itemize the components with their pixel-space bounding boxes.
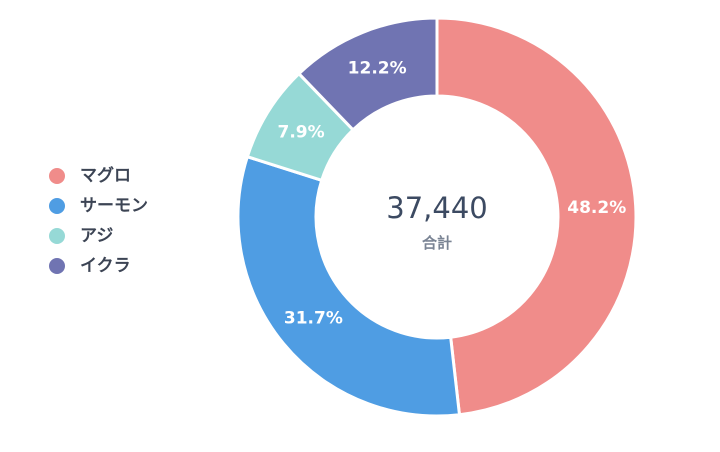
donut-slice-2 <box>236 155 461 418</box>
legend-swatch-1 <box>49 168 65 184</box>
slice-value-label-2: 31.7% <box>284 309 343 329</box>
donut-slice-4 <box>297 16 439 132</box>
legend-swatch-3 <box>49 228 65 244</box>
legend-label-4: イクラ <box>80 256 131 276</box>
slice-labels: 48.2% 31.7% 7.9% 12.2% <box>278 59 627 329</box>
slice-value-label-3: 7.9% <box>278 123 325 143</box>
slice-value-label-1: 48.2% <box>567 198 626 218</box>
legend-label-1: マグロ <box>80 165 131 186</box>
donut-slice-1 <box>435 16 638 417</box>
slice-value-label-4: 12.2% <box>348 59 407 79</box>
center-total-label: 合計 <box>421 234 452 252</box>
legend-swatch-2 <box>49 198 65 214</box>
donut-slices <box>236 16 638 418</box>
legend-label-2: サーモン <box>80 196 148 216</box>
legend-label-3: アジ <box>80 226 113 246</box>
legend-swatch-4 <box>49 258 65 274</box>
center-total-value: 37,440 <box>386 191 487 225</box>
